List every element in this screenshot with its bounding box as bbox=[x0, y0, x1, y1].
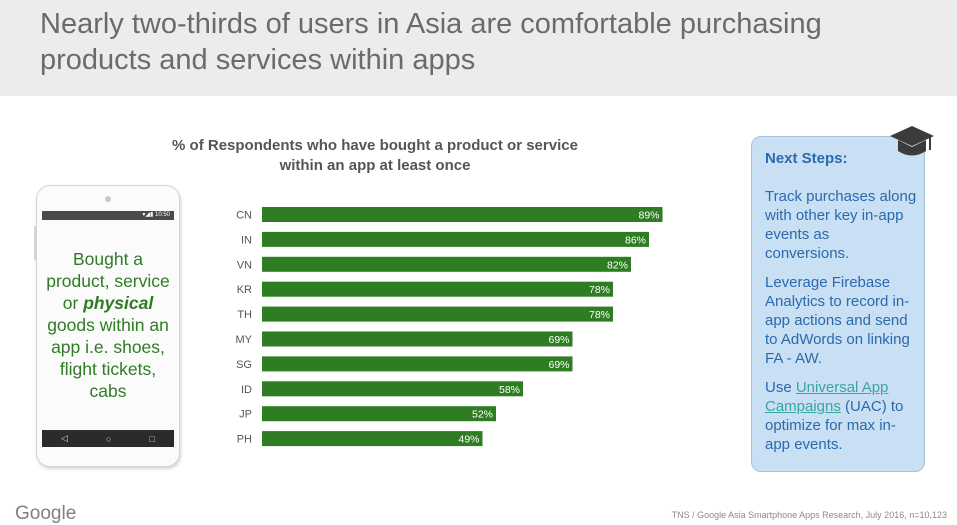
value-label-in: 86% bbox=[625, 234, 646, 246]
value-label-cn: 89% bbox=[638, 210, 659, 222]
bar-vn bbox=[262, 256, 631, 272]
category-label-ph: PH bbox=[237, 434, 252, 446]
phone-camera bbox=[105, 196, 111, 202]
value-label-sg: 69% bbox=[548, 359, 569, 371]
next-step-1: Track purchases along with other key in-… bbox=[765, 188, 917, 262]
bar-in bbox=[262, 231, 649, 247]
bar-jp bbox=[262, 406, 496, 422]
page-title: Nearly two-thirds of users in Asia are c… bbox=[40, 8, 822, 76]
phone-message: Bought a product, service or physical go… bbox=[42, 248, 174, 402]
value-label-my: 69% bbox=[548, 334, 569, 346]
bar-cn bbox=[262, 207, 663, 222]
source-note: TNS / Google Asia Smartphone Apps Resear… bbox=[671, 510, 947, 520]
phone-status-text: ▾◢▮ 10:50 bbox=[142, 212, 170, 218]
graduation-cap-icon bbox=[890, 126, 934, 156]
universal-app-campaigns-link[interactable]: Universal App Campaigns bbox=[765, 379, 889, 415]
value-label-vn: 82% bbox=[607, 259, 628, 271]
phone-message-emphasis: physical bbox=[83, 293, 154, 313]
phone-side-button bbox=[34, 226, 37, 260]
phone-nav-bar: ◁ ○ □ bbox=[42, 430, 174, 447]
next-step-2: Leverage Firebase Analytics to record in… bbox=[765, 274, 910, 367]
value-label-kr: 78% bbox=[589, 284, 610, 296]
bar-sg bbox=[262, 356, 573, 372]
home-icon: ○ bbox=[106, 433, 112, 444]
bar-kr bbox=[262, 281, 613, 297]
category-label-id: ID bbox=[241, 384, 252, 396]
bar-id bbox=[262, 381, 523, 397]
category-label-my: MY bbox=[236, 334, 253, 346]
category-label-jp: JP bbox=[239, 409, 252, 421]
category-label-th: TH bbox=[237, 309, 252, 321]
back-icon: ◁ bbox=[61, 433, 68, 443]
next-step-3-suffix: (UAC) to optimize for max in-app events. bbox=[765, 398, 904, 453]
google-logo: Google bbox=[15, 503, 77, 524]
value-label-jp: 52% bbox=[472, 409, 493, 421]
category-label-sg: SG bbox=[236, 359, 252, 371]
phone-status-bar: ▾◢▮ 10:50 bbox=[42, 211, 174, 220]
bar-ph bbox=[262, 431, 483, 447]
next-steps-title: Next Steps: bbox=[765, 150, 848, 167]
next-step-3-prefix: Use bbox=[765, 379, 796, 396]
header-banner: Nearly two-thirds of users in Asia are c… bbox=[0, 0, 957, 96]
phone-illustration: ▾◢▮ 10:50 Bought a product, service or p… bbox=[34, 185, 180, 467]
phone-message-part1: Bought a product, service or bbox=[46, 249, 170, 313]
category-label-vn: VN bbox=[237, 259, 252, 271]
recent-apps-icon: □ bbox=[149, 433, 155, 444]
bar-my bbox=[262, 331, 573, 347]
bar-th bbox=[262, 306, 613, 322]
next-step-3: Use Universal App Campaigns (UAC) to opt… bbox=[765, 378, 917, 454]
category-label-cn: CN bbox=[236, 210, 252, 222]
value-label-ph: 49% bbox=[458, 434, 479, 446]
value-label-id: 58% bbox=[499, 384, 520, 396]
category-label-kr: KR bbox=[237, 284, 252, 296]
next-steps-panel: Next Steps: Track purchases along with o… bbox=[751, 136, 925, 472]
chart-title: % of Respondents who have bought a produ… bbox=[172, 137, 578, 174]
phone-message-part2: goods within an app i.e. shoes, flight t… bbox=[47, 315, 169, 401]
phone-screen: Bought a product, service or physical go… bbox=[42, 220, 174, 430]
value-label-th: 78% bbox=[589, 309, 610, 321]
category-label-in: IN bbox=[241, 234, 252, 246]
